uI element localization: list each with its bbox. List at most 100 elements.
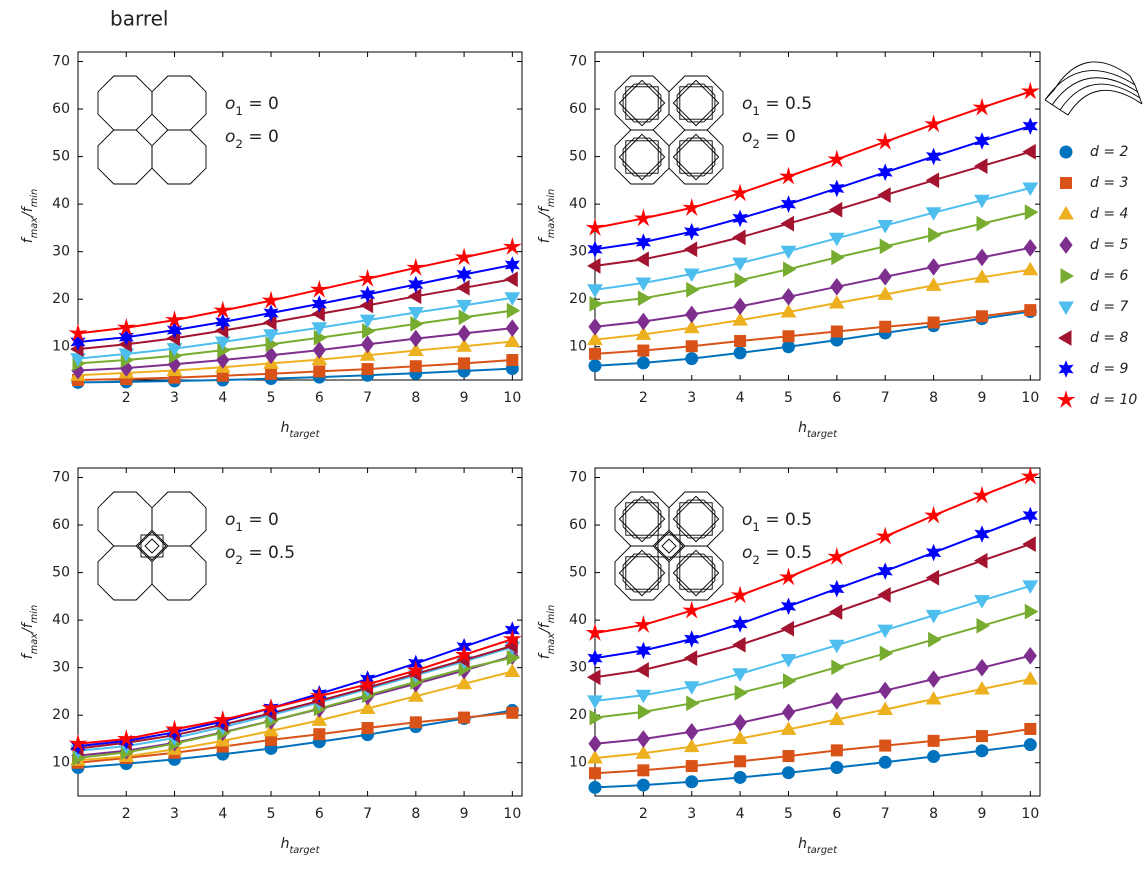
marker	[410, 316, 424, 332]
marker	[587, 669, 601, 686]
lattice-line	[672, 549, 720, 597]
y-tick-label: 40	[569, 196, 587, 212]
marker	[409, 360, 422, 373]
marker	[454, 644, 474, 663]
series-line	[77, 709, 513, 769]
marker	[974, 194, 990, 209]
lattice-cell	[614, 129, 670, 185]
marker	[359, 314, 376, 329]
marker	[456, 675, 472, 690]
marker	[359, 285, 376, 304]
x-tick-label: 4	[736, 390, 745, 406]
text-part: /f	[20, 621, 36, 635]
series-line	[594, 268, 1031, 341]
marker	[633, 615, 653, 633]
legend-marker	[1059, 145, 1073, 159]
text-part: o	[742, 543, 752, 563]
lattice-icon	[614, 491, 724, 601]
x-tick-label: 8	[929, 806, 938, 822]
y-tick-label: 50	[569, 149, 587, 165]
marker	[783, 261, 797, 278]
marker	[927, 734, 940, 747]
subscript: target	[289, 845, 320, 856]
subscript: target	[807, 429, 838, 440]
text-part: = 0.5	[760, 543, 812, 563]
x-tick-label: 9	[460, 390, 469, 406]
x-tick-label: 3	[170, 806, 179, 822]
marker	[635, 662, 649, 678]
text-part: = 0	[243, 510, 279, 530]
series-line	[77, 296, 513, 360]
marker	[779, 166, 798, 185]
legend-label: d = 2	[1090, 144, 1129, 160]
y-tick-label: 60	[569, 517, 587, 533]
subscript: 1	[235, 520, 243, 534]
y-tick-label: 30	[569, 660, 587, 676]
marker	[116, 729, 136, 747]
marker	[588, 780, 602, 794]
marker	[829, 579, 845, 598]
marker	[589, 296, 603, 312]
marker	[779, 567, 798, 586]
x-tick-label: 8	[411, 390, 420, 406]
legend-marker	[1059, 236, 1073, 254]
x-tick-label: 5	[784, 390, 793, 406]
marker	[635, 233, 652, 251]
marker	[636, 778, 650, 792]
marker	[637, 704, 652, 720]
marker	[828, 201, 843, 218]
text-part: f	[20, 236, 36, 243]
marker	[924, 505, 944, 524]
marker	[782, 330, 795, 343]
marker	[261, 290, 281, 309]
marker	[1024, 603, 1039, 620]
series-line	[594, 309, 1031, 355]
lattice-line	[672, 79, 720, 127]
subscript: 1	[752, 520, 760, 534]
marker	[975, 658, 989, 677]
marker	[781, 287, 796, 306]
text-part: o	[742, 510, 752, 530]
x-tick-label: 3	[170, 390, 179, 406]
marker	[589, 709, 603, 726]
y-tick-label: 30	[52, 244, 70, 260]
marker	[587, 649, 603, 667]
x-tick-label: 2	[122, 390, 131, 406]
marker	[831, 659, 845, 676]
y-tick-label: 30	[52, 660, 70, 676]
marker	[733, 346, 747, 360]
marker	[830, 277, 844, 296]
marker	[877, 220, 894, 234]
subscript: 2	[235, 553, 243, 567]
series-line	[594, 475, 1031, 634]
marker	[683, 241, 698, 258]
marker	[685, 760, 698, 773]
annotation: o1 = 0.5	[742, 510, 812, 534]
marker	[734, 684, 749, 701]
text-part: o	[225, 510, 235, 530]
x-tick-label: 9	[460, 806, 469, 822]
marker	[733, 713, 747, 732]
lattice-cell	[151, 129, 207, 185]
marker	[684, 222, 700, 241]
marker	[313, 329, 328, 346]
x-tick-label: 3	[687, 390, 696, 406]
lattice-cell	[97, 491, 153, 547]
lattice-cell	[151, 491, 207, 547]
marker	[457, 324, 471, 343]
x-tick-label: 10	[503, 390, 521, 406]
marker	[879, 238, 894, 255]
lattice-cell	[622, 499, 662, 539]
legend-label: d = 9	[1090, 361, 1129, 377]
marker	[926, 258, 941, 276]
marker	[407, 288, 422, 305]
lattice-line	[618, 495, 666, 543]
series-line	[594, 187, 1031, 291]
legend-label: d = 10	[1090, 392, 1137, 408]
marker	[408, 275, 424, 294]
marker	[264, 346, 278, 365]
marker	[732, 312, 748, 326]
marker	[877, 587, 891, 603]
marker	[635, 641, 652, 660]
